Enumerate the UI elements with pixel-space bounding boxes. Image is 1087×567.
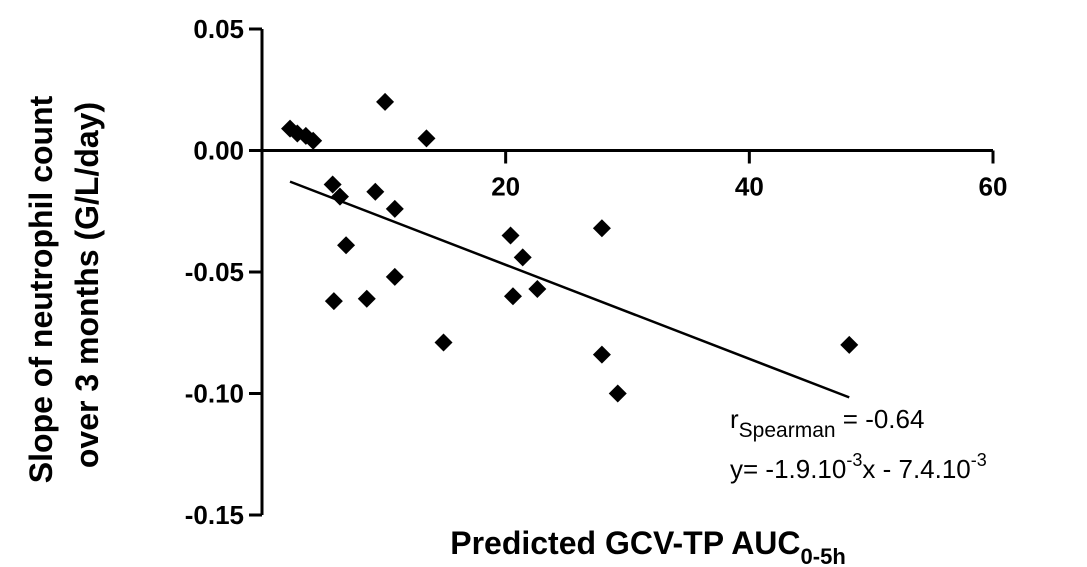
x-tick-label: 40 xyxy=(735,172,764,202)
fit-line-group xyxy=(289,180,850,399)
data-points xyxy=(281,92,859,403)
y-tick-label: -0.10 xyxy=(185,379,244,409)
data-point xyxy=(337,236,356,255)
regression-equation: y= -1.9.10-3x - 7.4.10-3 xyxy=(730,450,987,484)
data-point xyxy=(357,289,376,308)
y-tick-label: -0.15 xyxy=(185,500,244,530)
data-point xyxy=(376,92,395,111)
x-ticks: 20 40 60 xyxy=(491,150,1008,202)
spearman-r: r xyxy=(730,404,739,434)
data-point xyxy=(592,219,611,238)
y-axis-label-line-1: Slope of neutrophil count xyxy=(23,95,59,483)
equation-exponent-2: -3 xyxy=(971,450,987,470)
x-tick-label: 60 xyxy=(979,172,1008,202)
y-ticks: 0.05 0.00 -0.05 -0.10 -0.15 xyxy=(185,14,262,530)
y-tick-label: -0.05 xyxy=(185,257,244,287)
data-point xyxy=(385,199,404,218)
data-point xyxy=(330,187,349,206)
data-point xyxy=(366,182,385,201)
data-point xyxy=(324,292,343,311)
data-point xyxy=(608,384,627,403)
data-point xyxy=(513,248,532,267)
y-tick-label: 0.05 xyxy=(193,14,244,44)
data-point xyxy=(592,345,611,364)
spearman-value: = -0.64 xyxy=(836,404,925,434)
data-point xyxy=(417,129,436,148)
data-point xyxy=(385,267,404,286)
x-axis-label-main: Predicted GCV-TP AUC xyxy=(450,525,800,561)
spearman-annotation: rSpearman = -0.64 xyxy=(730,404,924,442)
spearman-subscript: Spearman xyxy=(739,419,836,442)
data-point xyxy=(323,175,342,194)
data-point xyxy=(434,333,453,352)
x-axis-label: Predicted GCV-TP AUC0-5h xyxy=(450,525,846,567)
data-point xyxy=(304,131,323,150)
regression-line xyxy=(289,180,850,399)
x-tick-label: 20 xyxy=(491,172,520,202)
equation-exponent-1: -3 xyxy=(846,450,862,470)
y-axis-label-line-2: over 3 months (G/L/day) xyxy=(69,102,105,468)
data-point xyxy=(503,287,522,306)
data-point xyxy=(840,335,859,354)
y-tick-label: 0.00 xyxy=(193,136,244,166)
data-point xyxy=(501,226,520,245)
data-point xyxy=(528,280,547,299)
x-axis-label-subscript: 0-5h xyxy=(801,544,846,567)
y-axis-label: Slope of neutrophil count over 3 months … xyxy=(23,87,105,483)
equation-part-2: x - 7.4.10 xyxy=(862,454,970,484)
axes xyxy=(260,29,993,515)
equation-part-1: y= -1.9.10 xyxy=(730,454,846,484)
